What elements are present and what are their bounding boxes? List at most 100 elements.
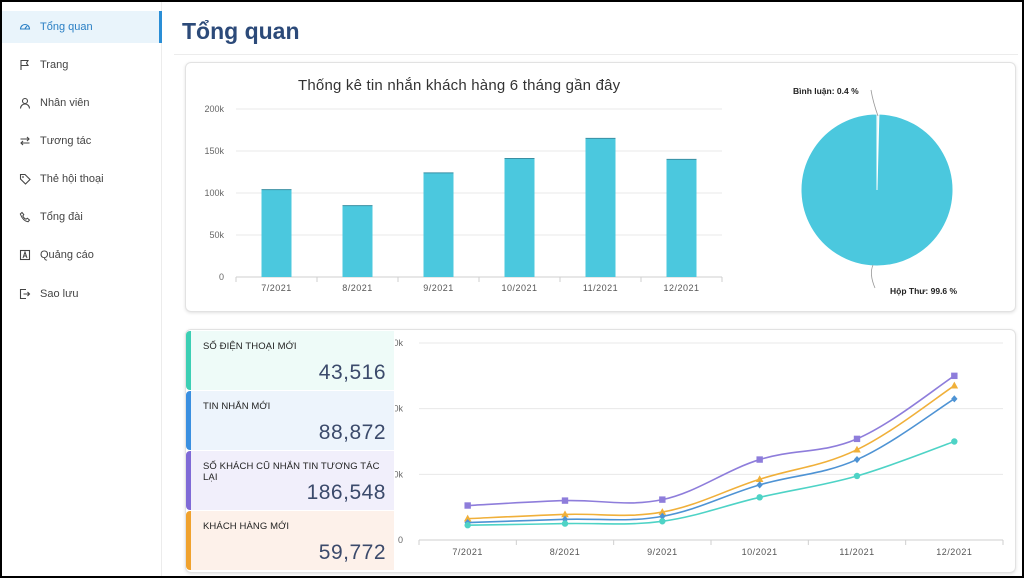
flag-icon (19, 59, 31, 71)
sidebar-item-label: Quảng cáo (40, 249, 94, 261)
stat-label: Khách hàng mới (203, 521, 290, 532)
series-line (467, 385, 955, 520)
pie-slice (800, 113, 954, 267)
phone-icon (19, 211, 31, 223)
stat-returning-customers: Số khách cũ nhắn tin tương tác lại 186,5… (186, 451, 394, 510)
data-point (853, 445, 861, 453)
data-point (756, 481, 763, 489)
pie-leader-line (871, 264, 876, 289)
y-tick-label: 20k (395, 469, 403, 479)
sidebar-item-label: Tương tác (40, 135, 92, 147)
data-point (756, 494, 763, 501)
stat-label: Số khách cũ nhắn tin tương tác lại (203, 461, 380, 483)
page-title: Tổng quan (182, 18, 300, 44)
series-line (467, 375, 955, 507)
sidebar-item-label: Sao lưu (40, 288, 79, 300)
sidebar-item-tuong-tac[interactable]: Tương tác (2, 125, 160, 157)
y-tick-label: 40k (395, 404, 403, 414)
x-tick-label: 10/2021 (501, 283, 537, 293)
sidebar-item-label: Thẻ hội thoại (40, 173, 104, 185)
sidebar-item-sao-luu[interactable]: Sao lưu (2, 278, 160, 310)
data-point (853, 435, 861, 443)
pie-label: Hộp Thư: 99.6 % (890, 286, 958, 296)
stat-value: 43,516 (318, 361, 386, 384)
bar (504, 158, 535, 277)
data-point (951, 372, 958, 380)
ad-icon (19, 249, 31, 261)
pie-label: Bình luận: 0.4 % (793, 86, 859, 96)
data-point (561, 520, 569, 527)
stat-new-messages: Tin nhắn mới 88,872 (186, 391, 394, 450)
sidebar-item-quang-cao[interactable]: Quảng cáo (2, 239, 160, 271)
pie-leader-line (870, 89, 879, 117)
data-point (561, 510, 569, 518)
stat-value: 88,872 (318, 421, 386, 444)
bar-chart-title: Thống kê tin nhắn khách hàng 6 tháng gần… (298, 77, 621, 94)
sidebar-item-trang[interactable]: Trang (2, 49, 160, 81)
data-point (853, 472, 861, 480)
bar (342, 205, 373, 277)
y-tick-label: 60k (395, 338, 403, 348)
swap-icon (19, 135, 31, 147)
data-point (464, 502, 471, 509)
y-tick-label: 0 (219, 272, 224, 282)
y-tick-label: 50k (209, 230, 224, 240)
bar (423, 172, 454, 277)
stat-value: 186,548 (306, 481, 386, 504)
sidebar-item-label: Tổng đài (40, 211, 83, 223)
x-tick-label: 12/2021 (936, 547, 972, 557)
data-point (561, 497, 569, 504)
data-point (951, 438, 958, 445)
x-tick-label: 7/2021 (452, 547, 483, 557)
y-tick-label: 200k (204, 104, 224, 114)
tag-icon (19, 173, 31, 185)
dashboard-icon (19, 21, 31, 33)
data-point (658, 508, 667, 515)
bar (261, 189, 292, 277)
sidebar-item-tong-dai[interactable]: Tổng đài (2, 201, 160, 233)
sidebar-item-the-hoi-thoai[interactable]: Thẻ hội thoại (2, 163, 160, 195)
data-point (756, 456, 763, 463)
x-tick-label: 11/2021 (583, 283, 618, 293)
series-line (467, 440, 955, 527)
bar (585, 138, 616, 277)
x-tick-label: 9/2021 (423, 283, 454, 293)
series-line (467, 398, 955, 524)
sidebar-item-label: Trang (40, 59, 69, 71)
data-point (950, 381, 959, 389)
data-point (755, 475, 764, 483)
data-point (464, 522, 471, 529)
backup-icon (19, 288, 31, 300)
data-point (463, 514, 472, 522)
x-tick-label: 7/2021 (261, 283, 292, 293)
stat-new-phone: Số điện thoại mới 43,516 (186, 331, 394, 390)
y-tick-label: 0 (398, 535, 403, 545)
x-tick-label: 9/2021 (647, 547, 678, 557)
message-stats-card: Thống kê tin nhắn khách hàng 6 tháng gần… (185, 62, 1016, 312)
data-point (659, 518, 666, 525)
sidebar-item-label: Tổng quan (40, 21, 93, 33)
sidebar: Tổng quan Trang Nhân viên Tương tác Thẻ … (2, 2, 162, 576)
stat-new-customers: Khách hàng mới 59,772 (186, 511, 394, 570)
data-point (659, 496, 666, 503)
line-chart: 0 20k 40k 60k 7/2021 8/2021 9/2021 10/2021 11/20… (395, 338, 1004, 557)
y-tick-label: 150k (204, 146, 224, 156)
x-tick-label: 8/2021 (550, 547, 581, 557)
data-point (853, 455, 861, 464)
sidebar-item-label: Nhân viên (40, 97, 90, 109)
stat-value: 59,772 (318, 541, 386, 564)
y-tick-label: 100k (204, 188, 224, 198)
pie-chart: Bình luận: 0.4 % Hộp Thư: 99.6 % (793, 86, 958, 296)
stat-label: Tin nhắn mới (203, 401, 271, 412)
customer-stats-card: Số điện thoại mới 43,516 Tin nhắn mới 88… (185, 329, 1016, 573)
title-divider (174, 54, 1018, 55)
x-tick-label: 8/2021 (342, 283, 373, 293)
user-icon (19, 97, 31, 109)
data-point (951, 395, 958, 403)
sidebar-item-tong-quan[interactable]: Tổng quan (2, 11, 162, 43)
bar (666, 159, 697, 277)
sidebar-item-nhan-vien[interactable]: Nhân viên (2, 87, 160, 119)
x-tick-label: 12/2021 (663, 283, 699, 293)
x-tick-label: 10/2021 (742, 547, 778, 557)
